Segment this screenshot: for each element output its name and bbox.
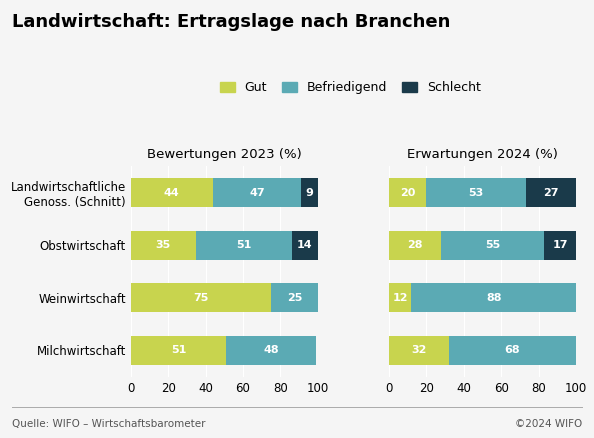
Bar <box>389 283 412 312</box>
Bar <box>131 336 226 365</box>
Legend: Gut, Befriedigend, Schlecht: Gut, Befriedigend, Schlecht <box>214 76 486 99</box>
Text: 25: 25 <box>287 293 302 303</box>
Bar <box>131 231 196 260</box>
Text: 27: 27 <box>543 188 559 198</box>
Bar <box>389 231 441 260</box>
Text: 88: 88 <box>486 293 501 303</box>
Text: 14: 14 <box>297 240 312 250</box>
Text: 51: 51 <box>236 240 252 250</box>
Text: 53: 53 <box>469 188 484 198</box>
Bar <box>544 231 576 260</box>
Text: 48: 48 <box>263 346 279 355</box>
Text: 75: 75 <box>193 293 208 303</box>
Bar <box>441 231 544 260</box>
Text: 28: 28 <box>407 240 423 250</box>
Bar <box>196 231 292 260</box>
Bar <box>131 283 271 312</box>
Bar <box>271 283 318 312</box>
Bar <box>426 178 526 207</box>
Text: ©2024 WIFO: ©2024 WIFO <box>515 419 582 429</box>
Bar <box>526 178 576 207</box>
Text: 9: 9 <box>305 188 314 198</box>
Text: 20: 20 <box>400 188 415 198</box>
Text: 55: 55 <box>485 240 501 250</box>
Title: Bewertungen 2023 (%): Bewertungen 2023 (%) <box>147 148 302 161</box>
Title: Erwartungen 2024 (%): Erwartungen 2024 (%) <box>407 148 558 161</box>
Text: Quelle: WIFO – Wirtschaftsbarometer: Quelle: WIFO – Wirtschaftsbarometer <box>12 419 206 429</box>
Text: 35: 35 <box>156 240 171 250</box>
Bar <box>226 336 316 365</box>
Bar <box>389 178 426 207</box>
Text: 51: 51 <box>170 346 186 355</box>
Bar <box>449 336 576 365</box>
Text: 44: 44 <box>164 188 180 198</box>
Bar <box>131 178 213 207</box>
Bar <box>412 283 576 312</box>
Text: 17: 17 <box>552 240 568 250</box>
Bar <box>292 231 318 260</box>
Text: 68: 68 <box>505 346 520 355</box>
Text: Landwirtschaft: Ertragslage nach Branchen: Landwirtschaft: Ertragslage nach Branche… <box>12 13 450 31</box>
Text: 32: 32 <box>411 346 426 355</box>
Text: 12: 12 <box>393 293 408 303</box>
Bar <box>301 178 318 207</box>
Text: 47: 47 <box>249 188 265 198</box>
Bar <box>389 336 449 365</box>
Bar <box>213 178 301 207</box>
